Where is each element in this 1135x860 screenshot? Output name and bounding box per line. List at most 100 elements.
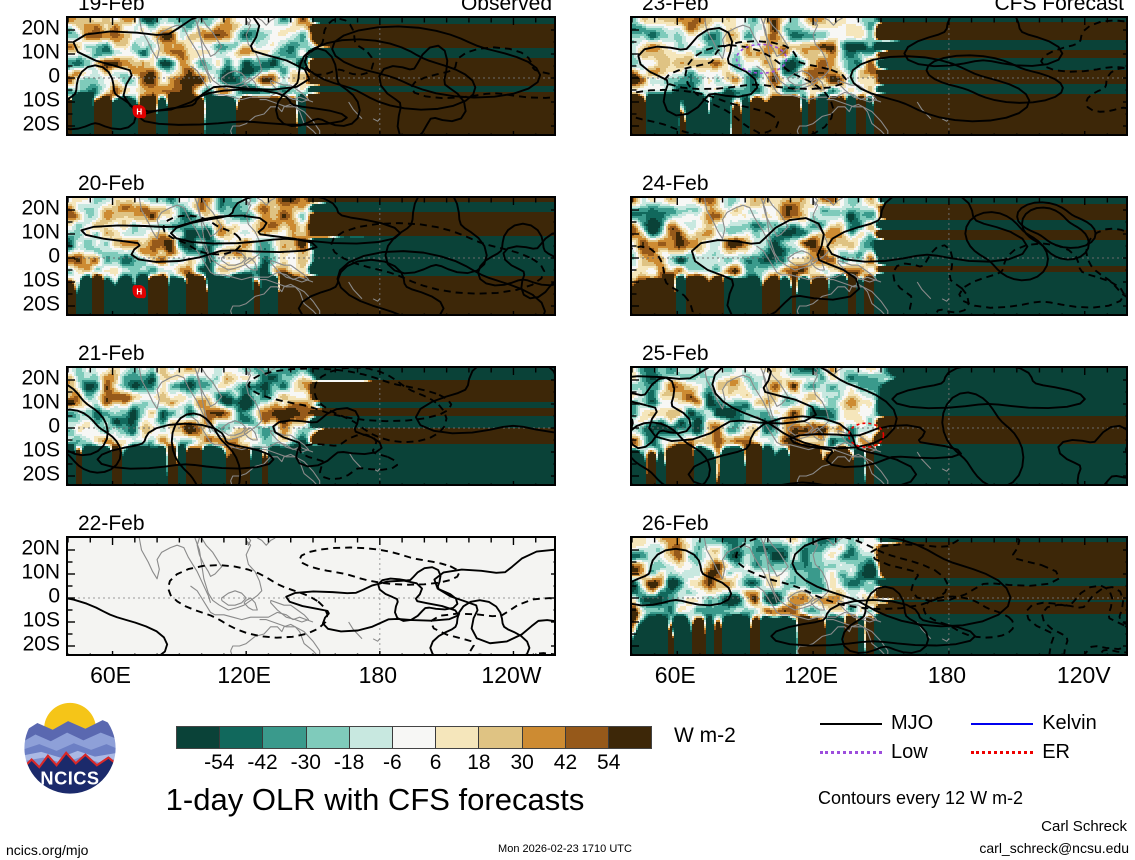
y-axis-tick-label: 20N xyxy=(21,366,60,390)
colorbar-tick-label: -18 xyxy=(333,751,365,774)
legend-line-swatch xyxy=(971,751,1034,754)
column-header-forecast: CFS Forecast xyxy=(994,0,1124,15)
colorbar-tick-label: -6 xyxy=(383,751,402,774)
olr-shading-canvas xyxy=(68,198,554,314)
column-header-observed: Observed xyxy=(460,0,552,15)
colorbar-tick-label: -30 xyxy=(290,751,321,774)
legend-item: Kelvin xyxy=(971,712,1097,735)
panel-date-label: 21-Feb xyxy=(78,342,145,365)
colorbar-tick-label: 54 xyxy=(597,751,621,774)
y-axis-tick-label: 10N xyxy=(21,40,60,64)
map-panel: 19-Feb Observed 20N 10N 0 10S 20S xyxy=(21,0,556,136)
legend-line-swatch xyxy=(820,722,882,725)
y-axis-tick-label: 0 xyxy=(48,414,60,438)
y-axis-tick-label: 0 xyxy=(48,244,60,268)
y-axis-tick-label: 20N xyxy=(21,196,60,220)
y-axis-tick-label: 10S xyxy=(22,88,60,112)
map-panel: 22-Feb 20N 10N 0 10S 20S 60E 120E 180 120W xyxy=(21,512,556,687)
y-axis-tick-label: 10S xyxy=(22,438,60,462)
x-axis-tick-label: 60E xyxy=(90,662,131,688)
contour-interval-note: Contours every 12 W m-2 xyxy=(818,788,1024,808)
map-panel: 20-Feb 20N 10N 0 10S 20S xyxy=(21,172,556,316)
x-axis-tick-label: 120E xyxy=(217,662,272,688)
colorbar-tick-labels: -54 -42 -30 -18 -6 6 18 30 42 54 xyxy=(176,749,652,775)
y-axis-tick-label: 20N xyxy=(21,536,60,560)
panel-date-label: 24-Feb xyxy=(642,172,709,195)
y-axis-tick-label: 20S xyxy=(22,292,60,316)
colorbar: -54 -42 -30 -18 -6 6 18 30 42 54 W m-2 xyxy=(176,724,736,775)
contour-legend: MJO Kelvin Low ER xyxy=(820,712,1097,764)
map-plot-area xyxy=(630,366,1128,486)
colorbar-swatch xyxy=(522,727,566,748)
footer-site-link[interactable]: ncics.org/mjo xyxy=(6,842,89,858)
colorbar-swatch xyxy=(436,727,480,748)
x-axis-tick-label: 120E xyxy=(784,662,838,688)
map-panel: 23-Feb CFS Forecast xyxy=(630,0,1128,136)
map-plot-area xyxy=(66,366,556,486)
map-panel: 26-Feb 60E 120E 180 120V xyxy=(630,512,1128,687)
legend-line-swatch xyxy=(971,722,1034,725)
y-axis-tick-label: 10S xyxy=(22,608,60,632)
y-axis-tick-label: 20S xyxy=(22,112,60,136)
colorbar-units-label: W m-2 xyxy=(674,724,736,747)
legend-item: Low xyxy=(820,741,933,764)
x-axis-tick-label: 180 xyxy=(358,662,397,688)
colorbar-tick-label: -42 xyxy=(247,751,278,774)
colorbar-swatch xyxy=(177,727,221,748)
panel-date-label: 25-Feb xyxy=(642,342,709,365)
colorbar-swatch xyxy=(306,727,350,748)
olr-shading-canvas xyxy=(632,198,1126,314)
footer-email[interactable]: carl_schreck@ncsu.edu xyxy=(979,840,1129,856)
page-title: 1-day OLR with CFS forecasts xyxy=(165,782,585,817)
legend-label: ER xyxy=(1042,741,1071,763)
map-plot-area xyxy=(630,16,1128,136)
map-panel: 24-Feb xyxy=(630,172,1128,316)
panel-date-label: 22-Feb xyxy=(78,512,145,535)
map-plot-area xyxy=(66,16,556,136)
y-axis-tick-label: 20S xyxy=(22,632,60,656)
colorbar-swatch xyxy=(220,727,264,748)
panel-date-label: 26-Feb xyxy=(642,512,709,535)
olr-shading-canvas xyxy=(68,538,554,654)
y-axis-tick-label: 20S xyxy=(22,462,60,486)
map-plot-area xyxy=(630,536,1128,656)
map-plot-area xyxy=(66,196,556,316)
colorbar-tick-label: -54 xyxy=(204,751,235,774)
colorbar-swatch xyxy=(263,727,307,748)
colorbar-swatch xyxy=(479,727,523,748)
y-axis-tick-label: 0 xyxy=(48,584,60,608)
svg-text:NCICS: NCICS xyxy=(40,767,99,788)
ncics-logo: NCICS xyxy=(22,700,118,796)
y-axis-tick-label: 0 xyxy=(48,64,60,88)
legend-label: MJO xyxy=(891,712,934,734)
map-panel: 25-Feb xyxy=(630,342,1128,486)
colorbar-swatch xyxy=(608,727,652,748)
y-axis-tick-label: 10N xyxy=(21,390,60,414)
panel-date-label: 20-Feb xyxy=(78,172,145,195)
legend-item: ER xyxy=(971,741,1096,764)
colorbar-swatches xyxy=(176,726,652,749)
legend-item: MJO xyxy=(820,712,933,735)
footer-timestamp: Mon 2026-02-23 1710 UTC xyxy=(498,843,632,855)
olr-shading-canvas xyxy=(632,18,1126,134)
x-axis-tick-label: 120W xyxy=(481,662,542,688)
footer-author: Carl Schreck xyxy=(1041,818,1127,835)
colorbar-swatch xyxy=(565,727,609,748)
panel-date-label: 23-Feb xyxy=(642,0,709,15)
olr-shading-canvas xyxy=(68,18,554,134)
olr-shading-canvas xyxy=(68,368,554,484)
olr-shading-canvas xyxy=(632,538,1126,654)
colorbar-swatch xyxy=(392,727,437,748)
colorbar-tick-label: 30 xyxy=(510,751,534,774)
y-axis-tick-label: 20N xyxy=(21,16,60,40)
map-panel: 21-Feb 20N 10N 0 10S 20S xyxy=(21,342,556,486)
x-axis-tick-label: 180 xyxy=(927,662,967,688)
y-axis-tick-label: 10N xyxy=(21,220,60,244)
panel-date-label: 19-Feb xyxy=(78,0,145,15)
legend-label: Low xyxy=(891,741,928,763)
x-axis-tick-label: 120V xyxy=(1056,662,1111,688)
x-axis-tick-label: 60E xyxy=(654,662,696,688)
legend-label: Kelvin xyxy=(1042,712,1097,734)
map-plot-area xyxy=(630,196,1128,316)
